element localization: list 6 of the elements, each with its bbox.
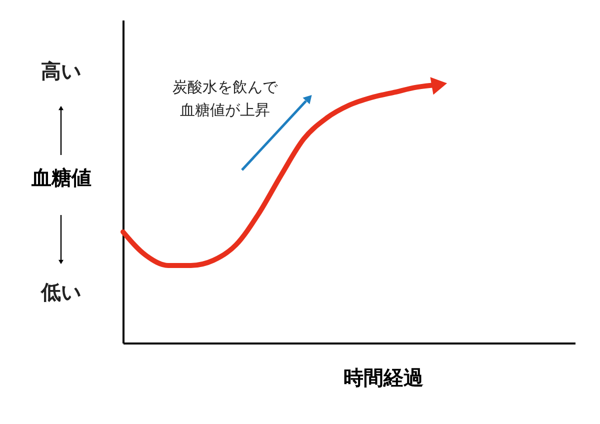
text: 高い: [41, 59, 81, 83]
text: 低い: [40, 280, 81, 304]
annotation: 血糖値が上昇: [180, 101, 270, 119]
y-axis-title: 血糖値: [30, 165, 92, 190]
x-axis-title: 時間経過: [344, 366, 424, 390]
annotation: 炭酸水を飲んで: [172, 78, 278, 96]
